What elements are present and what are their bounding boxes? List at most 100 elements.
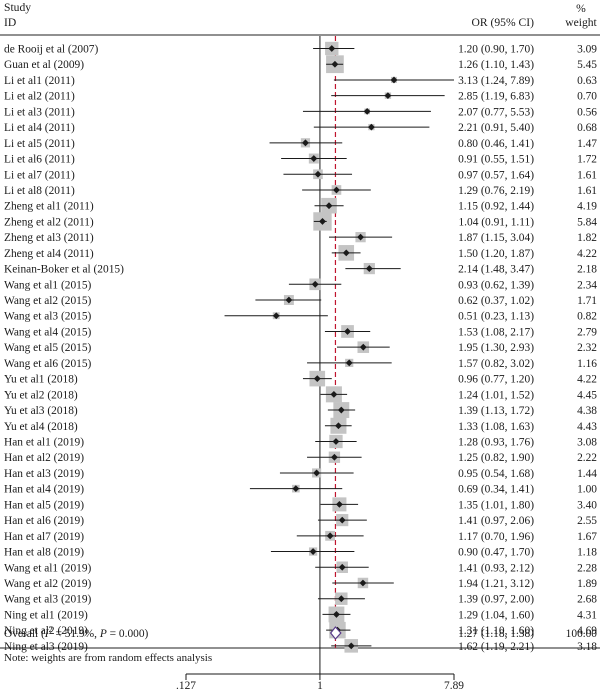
ci-text: 1.41 (0.97, 2.06) bbox=[458, 515, 534, 527]
study-row: Wang et al1 (2015) 0.93 (0.62, 1.39) 2.34 bbox=[4, 278, 597, 291]
study-row: Wang et al4 (2015) 1.53 (1.08, 2.17) 2.79 bbox=[4, 325, 597, 338]
point-estimate bbox=[336, 500, 343, 508]
study-label: Wang et al5 (2015) bbox=[4, 342, 92, 354]
study-label: Wang et al2 (2019) bbox=[4, 578, 92, 590]
study-label: Guan et al (2009) bbox=[4, 59, 84, 71]
ci-text: 1.39 (1.13, 1.72) bbox=[458, 405, 534, 417]
study-row: Zheng et al1 (2011) 1.15 (0.92, 1.44) 4.19 bbox=[4, 197, 597, 214]
point-estimate bbox=[292, 485, 300, 493]
point-estimate bbox=[325, 202, 333, 210]
study-label: Han et al4 (2019) bbox=[4, 484, 84, 496]
study-label: Wang et al2 (2015) bbox=[4, 295, 92, 307]
ci-text: 1.50 (1.20, 1.87) bbox=[458, 248, 534, 260]
overall-label: Overall (I2 = 51.9%, P = 0.000) bbox=[4, 625, 149, 640]
overall-weight-text: 100.00 bbox=[566, 628, 598, 640]
ci-text: 1.41 (0.93, 2.12) bbox=[458, 562, 534, 574]
study-row: Wang et al3 (2015) 0.51 (0.23, 1.13) 0.82 bbox=[4, 311, 597, 323]
study-row: Li et al8 (2011) 1.29 (0.76, 2.19) 1.61 bbox=[4, 185, 597, 197]
ci-text: 0.90 (0.47, 1.70) bbox=[458, 547, 534, 559]
reference-lines bbox=[319, 36, 337, 674]
point-estimate bbox=[311, 280, 319, 288]
ci-text: 0.95 (0.54, 1.68) bbox=[458, 468, 534, 480]
ci-text: 1.26 (1.10, 1.43) bbox=[458, 59, 534, 71]
weight-text: 0.82 bbox=[577, 311, 597, 323]
study-label: Ning et al1 (2019) bbox=[4, 609, 88, 621]
weight-text: 4.45 bbox=[577, 389, 597, 401]
study-label: Li et al1 (2011) bbox=[4, 75, 75, 87]
point-estimate bbox=[347, 642, 355, 650]
ci-text: 2.21 (0.91, 5.40) bbox=[458, 122, 534, 134]
ci-text: 0.91 (0.55, 1.51) bbox=[458, 154, 534, 166]
weight-text: 1.18 bbox=[577, 547, 597, 559]
point-estimate bbox=[384, 92, 392, 100]
ci-text: 3.13 (1.24, 7.89) bbox=[458, 75, 534, 87]
weight-text: 1.16 bbox=[577, 358, 597, 370]
overall-ci-text: 1.27 (1.18, 1.38) bbox=[458, 628, 534, 640]
point-estimate bbox=[390, 76, 398, 84]
study-label: Li et al8 (2011) bbox=[4, 185, 75, 197]
weight-text: 2.28 bbox=[577, 562, 597, 574]
study-label: Han et al3 (2019) bbox=[4, 468, 84, 480]
study-row: Han et al7 (2019) 1.17 (0.70, 1.96) 1.67 bbox=[4, 531, 597, 543]
study-label: Wang et al1 (2019) bbox=[4, 562, 92, 574]
study-row: Li et al2 (2011) 2.85 (1.19, 6.83) 0.70 bbox=[4, 91, 597, 103]
ci-text: 1.94 (1.21, 3.12) bbox=[458, 578, 534, 590]
x-axis: .127 1 7.89 bbox=[176, 673, 464, 689]
weight-text: 2.79 bbox=[577, 326, 597, 338]
weight-text: 1.47 bbox=[577, 138, 597, 150]
ci-text: 1.57 (0.82, 3.02) bbox=[458, 358, 534, 370]
weight-text: 1.82 bbox=[577, 232, 597, 244]
study-label: Li et al7 (2011) bbox=[4, 169, 75, 181]
study-label: Han et al1 (2019) bbox=[4, 437, 84, 449]
study-row: de Rooij et al (2007) 1.20 (0.90, 1.70) 3.… bbox=[4, 41, 597, 56]
study-label: Zheng et al1 (2011) bbox=[4, 201, 94, 213]
ci-text: 1.04 (0.91, 1.11) bbox=[458, 216, 534, 228]
study-row: Han et al8 (2019) 0.90 (0.47, 1.70) 1.18 bbox=[4, 547, 597, 559]
weight-text: 1.61 bbox=[577, 169, 597, 181]
study-label: Zheng et al2 (2011) bbox=[4, 216, 94, 228]
weight-text: 1.00 bbox=[577, 484, 597, 496]
point-estimate bbox=[328, 45, 336, 52]
study-label: Wang et al6 (2015) bbox=[4, 358, 92, 370]
weight-text: 3.09 bbox=[577, 44, 597, 56]
point-estimate bbox=[359, 343, 367, 351]
study-label: Ning et al2 (2019) bbox=[4, 625, 88, 637]
ci-text: 0.80 (0.46, 1.41) bbox=[458, 138, 534, 150]
point-estimate bbox=[368, 123, 375, 131]
point-estimate bbox=[332, 438, 340, 445]
ci-text: 0.69 (0.34, 1.41) bbox=[458, 484, 534, 496]
study-label: de Rooij et al (2007) bbox=[4, 44, 98, 56]
ci-text: 2.85 (1.19, 6.83) bbox=[458, 91, 534, 103]
footnote: Note: weights are from random effects an… bbox=[4, 652, 212, 664]
weight-text: 2.22 bbox=[577, 452, 597, 464]
study-row: Wang et al1 (2019) 1.41 (0.93, 2.12) 2.28 bbox=[4, 561, 597, 574]
study-row: Ning et al1 (2019) 1.29 (1.04, 1.60) 4.31 bbox=[4, 606, 597, 623]
study-row: Han et al1 (2019) 1.28 (0.93, 1.76) 3.08 bbox=[4, 434, 597, 449]
ci-text: 1.87 (1.15, 3.04) bbox=[458, 232, 534, 244]
study-row: Wang et al2 (2015) 0.62 (0.37, 1.02) 1.71 bbox=[4, 295, 597, 307]
weight-text: 2.34 bbox=[577, 279, 597, 291]
study-row: Yu et al3 (2018) 1.39 (1.13, 1.72) 4.38 bbox=[4, 402, 597, 419]
ci-text: 1.29 (1.04, 1.60) bbox=[458, 609, 534, 621]
study-label: Li et al6 (2011) bbox=[4, 154, 75, 166]
ci-text: 1.53 (1.08, 2.17) bbox=[458, 326, 534, 338]
point-estimate bbox=[345, 359, 353, 367]
weight-text: 0.56 bbox=[577, 106, 597, 118]
point-estimate bbox=[333, 611, 340, 618]
point-estimate bbox=[338, 563, 346, 571]
study-row: Wang et al6 (2015) 1.57 (0.82, 3.02) 1.16 bbox=[4, 358, 597, 370]
study-row: Wang et al5 (2015) 1.95 (1.30, 2.93) 2.32 bbox=[4, 341, 597, 354]
weight-text: 3.18 bbox=[577, 641, 597, 653]
weight-text: 4.19 bbox=[577, 201, 597, 213]
study-label: Wang et al3 (2015) bbox=[4, 311, 92, 323]
point-estimate bbox=[330, 390, 338, 398]
weight-text: 2.55 bbox=[577, 515, 597, 527]
study-row: Yu et al4 (2018) 1.33 (1.08, 1.63) 4.43 bbox=[4, 417, 597, 434]
study-label: Han et al2 (2019) bbox=[4, 452, 84, 464]
study-label: Han et al6 (2019) bbox=[4, 515, 84, 527]
header-or-ci: OR (95% CI) bbox=[472, 16, 535, 29]
study-row: Li et al4 (2011) 2.21 (0.91, 5.40) 0.68 bbox=[4, 122, 597, 134]
weight-text: 3.40 bbox=[577, 499, 597, 511]
point-estimate bbox=[331, 60, 339, 68]
study-label: Zheng et al4 (2011) bbox=[4, 248, 94, 260]
